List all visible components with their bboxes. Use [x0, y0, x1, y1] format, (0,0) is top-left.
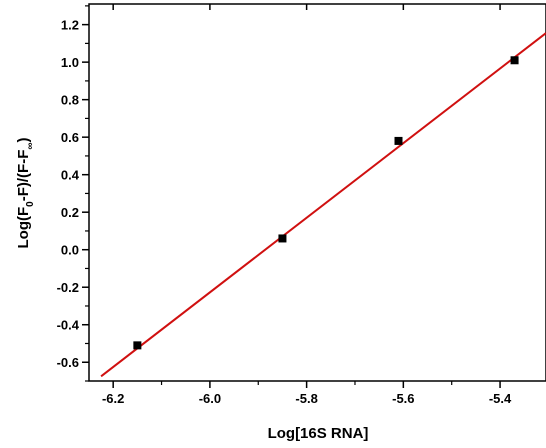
y-tick-label: 1.0 — [61, 55, 79, 70]
y-axis-title-sub2: ∞ — [25, 143, 36, 150]
data-points-layer — [133, 56, 519, 350]
x-axis-title: Log[16S RNA] — [268, 425, 369, 442]
data-point — [278, 234, 287, 243]
x-tick-label: -6.0 — [199, 391, 221, 406]
y-tick-label: 1.2 — [61, 18, 79, 33]
y-tick-label: 0.6 — [61, 130, 79, 145]
y-axis-ticks: -0.6 -0.4 -0.2 0.0 0.2 0.4 0.6 0.8 1.0 1.2 — [57, 5, 89, 382]
x-tick-label: -5.8 — [295, 391, 317, 406]
y-tick-label: 0.8 — [61, 93, 79, 108]
y-axis-title-mid: -F)/(F-F — [15, 150, 32, 202]
x-axis-ticks: -6.2 -6.0 -5.8 -5.6 -5.4 — [102, 4, 512, 406]
data-point — [394, 136, 403, 145]
y-tick-label: -0.2 — [57, 280, 79, 295]
y-axis-title-end: ) — [15, 138, 32, 143]
y-tick-label: -0.4 — [57, 318, 80, 333]
y-axis-title: Log(F0-F)/(F-F∞) — [15, 138, 36, 249]
x-tick-label: -5.4 — [489, 391, 512, 406]
y-tick-label: 0.4 — [61, 168, 80, 183]
linear-fit-line — [100, 32, 546, 378]
data-point — [510, 56, 519, 65]
plot-area-frame — [88, 3, 546, 382]
y-tick-label: 0.0 — [61, 243, 79, 258]
y-axis-title-sub1: 0 — [25, 201, 36, 207]
x-tick-label: -6.2 — [102, 391, 124, 406]
data-point — [133, 341, 142, 350]
x-tick-label: -5.6 — [392, 391, 414, 406]
fit-line-layer — [100, 32, 546, 378]
y-axis-title-base: Log(F — [15, 207, 32, 249]
y-tick-label: 0.2 — [61, 205, 79, 220]
y-tick-label: -0.6 — [57, 355, 79, 370]
